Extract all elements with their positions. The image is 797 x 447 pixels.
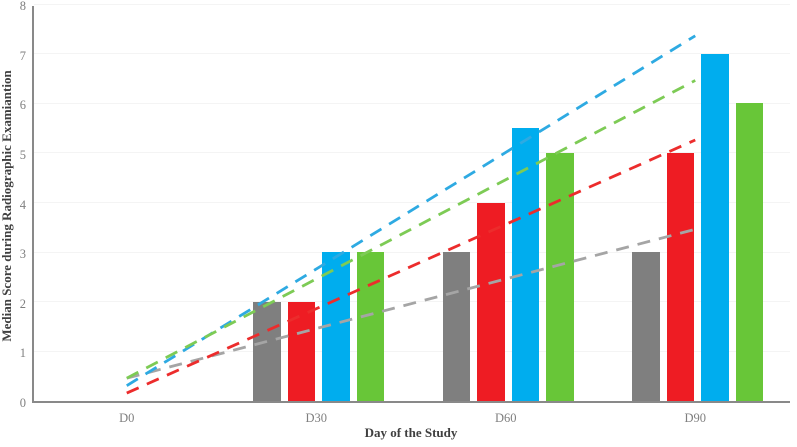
bar-red-d90 — [666, 152, 695, 401]
bar-green-d30 — [356, 252, 385, 401]
trendline-blue — [126, 34, 696, 387]
x-tick-label-d60: D60 — [494, 411, 517, 425]
y-tick-label-3: 3 — [19, 247, 26, 262]
bar-red-d30 — [287, 301, 316, 401]
y-tick-label-1: 1 — [19, 346, 26, 361]
y-tick-label-6: 6 — [19, 98, 26, 113]
bar-green-d60 — [546, 152, 574, 401]
bar-green-d90 — [735, 103, 764, 401]
x-tick-label-d90: D90 — [684, 411, 707, 425]
bar-red-d60 — [477, 202, 505, 401]
gridline-y8 — [34, 3, 790, 5]
x-tick-label-d0: D0 — [119, 411, 135, 425]
gridline-y7 — [34, 53, 790, 55]
bar-gray-d90 — [632, 252, 660, 401]
bar-gray-d60 — [442, 252, 471, 401]
bar-blue-d60 — [511, 128, 540, 401]
gridline-y6 — [34, 102, 790, 104]
y-tick-label-8: 8 — [19, 0, 26, 13]
y-tick-label-7: 7 — [19, 48, 26, 63]
y-tick-label-4: 4 — [19, 197, 26, 212]
trendline-red — [126, 138, 696, 395]
bar-gray-d30 — [253, 301, 281, 401]
y-tick-label-2: 2 — [19, 296, 26, 311]
bar-blue-d90 — [701, 53, 729, 401]
y-tick-label-0: 0 — [19, 396, 26, 410]
bar-blue-d30 — [322, 252, 350, 401]
y-tick-label-5: 5 — [19, 147, 26, 162]
x-axis-title: Day of the Study — [364, 425, 458, 440]
trendline-green — [126, 79, 696, 380]
x-tick-label-d30: D30 — [305, 411, 328, 425]
plot-area — [32, 3, 790, 403]
